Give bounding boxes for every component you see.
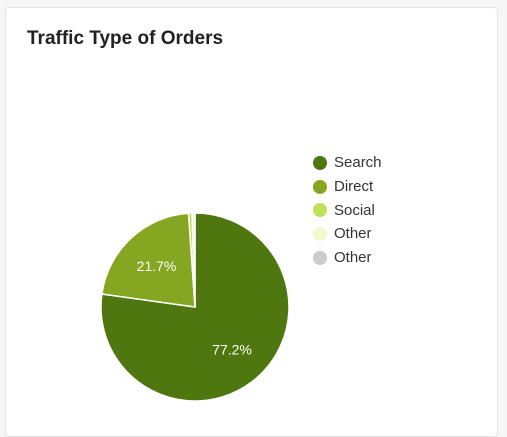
legend-swatch	[313, 226, 327, 241]
chart-card: Traffic Type of Orders 77.2% 21.7% Search…	[5, 7, 498, 437]
legend-swatch	[313, 250, 327, 265]
chart-legend: Search Direct Social Other Other	[313, 151, 382, 269]
legend-swatch	[313, 155, 327, 170]
pie-slice-other-3[interactable]	[191, 212, 196, 308]
legend-swatch	[313, 179, 327, 194]
pie-slice-direct-1[interactable]	[101, 212, 196, 308]
chart-title: Traffic Type of Orders	[27, 28, 224, 49]
legend-item-direct-1[interactable]: Direct	[313, 175, 382, 199]
legend-item-search-0[interactable]: Search	[313, 151, 382, 175]
legend-label: Other	[334, 225, 372, 243]
legend-label: Social	[334, 201, 375, 219]
legend-label: Direct	[334, 178, 374, 196]
pie-data-label-0: 77.2%	[212, 342, 252, 358]
legend-item-other-4[interactable]: Other	[313, 246, 382, 270]
legend-label: Other	[334, 249, 372, 267]
pie-data-label-1: 21.7%	[137, 258, 177, 274]
legend-item-other-3[interactable]: Other	[313, 222, 382, 246]
legend-swatch	[313, 203, 327, 218]
legend-item-social-2[interactable]: Social	[313, 198, 382, 222]
legend-label: Search	[334, 154, 382, 172]
pie-chart: 77.2% 21.7%	[100, 212, 290, 402]
